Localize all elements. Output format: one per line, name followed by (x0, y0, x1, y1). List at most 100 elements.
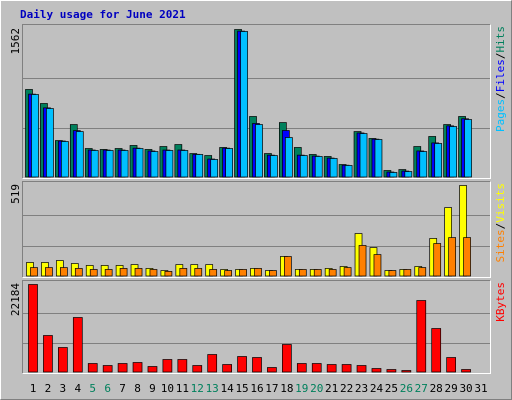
bar (359, 133, 368, 178)
bar (28, 284, 38, 373)
bar (285, 137, 293, 178)
x-tick-label: 14 (221, 382, 235, 395)
bar (344, 165, 353, 178)
bar (58, 347, 68, 373)
bar (254, 268, 262, 277)
y-tick-label: 22184 (9, 283, 22, 316)
x-tick-label: 8 (134, 382, 141, 395)
bar (43, 335, 53, 373)
bar (296, 363, 307, 373)
legend-separator: / (494, 53, 507, 60)
legend-entry: Hits (494, 26, 507, 53)
bar (134, 268, 143, 277)
x-tick-label: 28 (430, 382, 443, 395)
x-tick-label: 24 (370, 382, 384, 395)
bar (240, 31, 248, 178)
x-tick-label: 19 (295, 382, 308, 395)
bar (194, 268, 203, 277)
bar (164, 271, 173, 277)
bar (358, 245, 367, 277)
bar (192, 365, 203, 373)
bar (87, 363, 98, 373)
x-tick-label: 29 (445, 382, 458, 395)
bar (343, 267, 352, 277)
x-tick-label: 2 (45, 382, 52, 395)
bar (416, 300, 427, 373)
bar (433, 243, 442, 277)
frame (22, 280, 491, 374)
x-tick-label: 25 (385, 382, 398, 395)
y-tick-label: 1562 (9, 28, 22, 55)
x-tick-label: 27 (415, 382, 428, 395)
x-tick-label: 16 (250, 382, 263, 395)
bar (431, 328, 442, 373)
bar (314, 156, 323, 178)
bar (132, 362, 143, 373)
legend: Pages/Files/Hits (494, 26, 507, 132)
legend-entry: Sites (494, 229, 507, 262)
x-tick-label: 12 (191, 382, 204, 395)
bar (89, 269, 98, 277)
bar (255, 124, 263, 178)
bar (386, 369, 397, 373)
bar (419, 151, 428, 178)
bar (117, 363, 128, 373)
x-tick-label: 9 (149, 382, 156, 395)
legend-entry: Files (494, 59, 507, 92)
bar (162, 359, 173, 373)
bar (326, 364, 337, 373)
x-tick-label: 6 (104, 382, 111, 395)
x-tick-label: 10 (161, 382, 174, 395)
bar (207, 354, 218, 373)
legend-entry: KBytes (494, 282, 507, 322)
x-tick-label: 18 (280, 382, 293, 395)
frame (22, 181, 491, 278)
bar (179, 268, 188, 277)
x-tick-label: 7 (119, 382, 126, 395)
bar (464, 119, 472, 178)
bar (225, 148, 233, 178)
legend-entry: Pages (494, 99, 507, 132)
bar (401, 370, 412, 373)
frame (22, 24, 491, 179)
bar (388, 270, 397, 277)
frame (22, 280, 491, 374)
bar (90, 150, 99, 178)
bar (177, 359, 188, 373)
chart-title: Daily usage for June 2021 (20, 8, 186, 21)
bar (46, 108, 54, 178)
bar (329, 158, 338, 178)
bar (434, 143, 443, 178)
bar (282, 344, 292, 373)
legend-separator: / (494, 92, 507, 99)
bar (237, 356, 247, 373)
bar (224, 270, 232, 277)
x-tick-label: 17 (265, 382, 278, 395)
x-tick-label: 3 (60, 382, 67, 395)
bar (448, 237, 456, 277)
frame (22, 24, 491, 179)
x-tick-label: 21 (325, 382, 338, 395)
bar (328, 269, 337, 277)
bar (284, 256, 292, 277)
bar (102, 365, 113, 373)
bar (75, 131, 84, 178)
bar (313, 269, 322, 277)
bar (105, 150, 114, 178)
bar (60, 267, 68, 277)
bar (45, 267, 53, 277)
bar (267, 367, 277, 373)
bar (149, 269, 158, 277)
legend: KBytes (494, 282, 507, 322)
legend-separator: / (494, 223, 507, 230)
legend-entry: Visits (494, 183, 507, 223)
bar (299, 155, 308, 178)
bar (119, 268, 128, 277)
bar (30, 267, 38, 277)
bar (150, 151, 159, 178)
x-tick-label: 1 (30, 382, 37, 395)
x-tick-label: 20 (310, 382, 323, 395)
bar (180, 150, 189, 178)
bar (195, 154, 204, 178)
